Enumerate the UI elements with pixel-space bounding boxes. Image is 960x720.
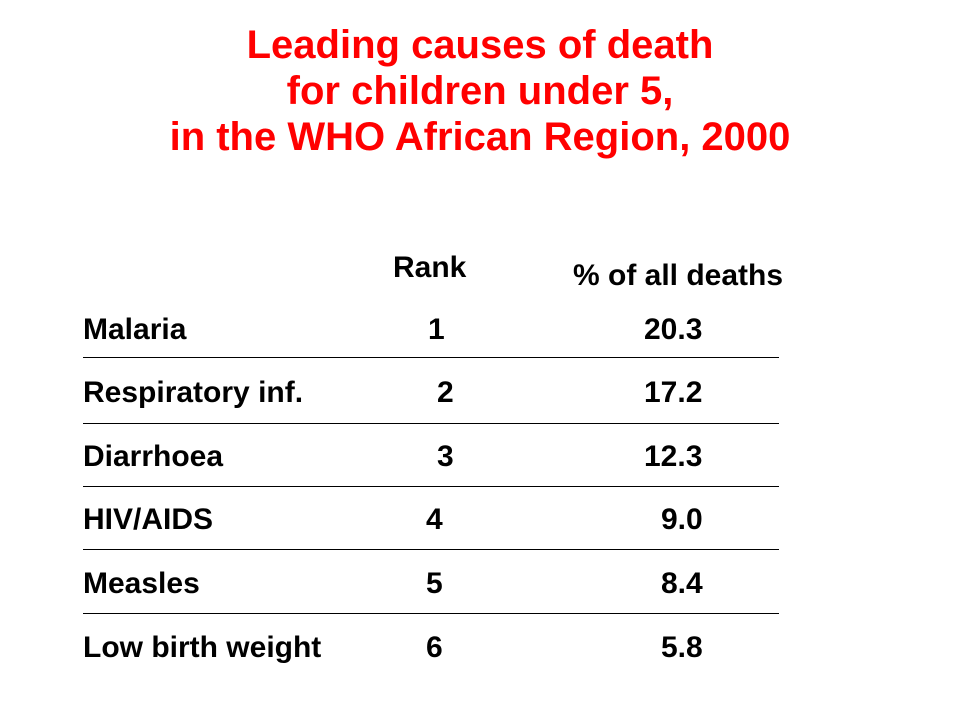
title-line-3: in the WHO African Region, 2000 bbox=[169, 115, 791, 159]
title-line-2: for children under 5, bbox=[286, 69, 674, 113]
cause-label: Diarrhoea bbox=[83, 440, 224, 473]
percent-value: 8.4 bbox=[661, 567, 703, 600]
rank-value: 5 bbox=[426, 567, 443, 600]
rank-value: 2 bbox=[437, 376, 454, 409]
rank-value: 1 bbox=[428, 313, 445, 346]
percent-value: 12.3 bbox=[644, 440, 703, 473]
rank-value: 4 bbox=[426, 503, 443, 536]
row-divider bbox=[83, 486, 779, 487]
rank-value: 3 bbox=[437, 440, 454, 473]
page-title: Leading causes of death for children und… bbox=[0, 22, 960, 160]
percent-value: 17.2 bbox=[644, 376, 703, 409]
row-divider bbox=[83, 613, 779, 614]
cause-label: Malaria bbox=[83, 313, 187, 346]
column-header-rank: Rank bbox=[393, 251, 467, 284]
percent-value: 5.8 bbox=[661, 631, 703, 664]
row-divider bbox=[83, 423, 779, 424]
row-divider bbox=[83, 357, 779, 358]
cause-label: Measles bbox=[83, 567, 200, 600]
rank-value: 6 bbox=[426, 631, 443, 664]
title-line-1: Leading causes of death bbox=[246, 23, 714, 67]
percent-value: 20.3 bbox=[644, 313, 703, 346]
cause-label: Respiratory inf. bbox=[83, 376, 304, 409]
column-header-percent: % of all deaths bbox=[573, 259, 784, 292]
cause-label: HIV/AIDS bbox=[83, 503, 214, 536]
row-divider bbox=[83, 549, 779, 550]
cause-label: Low birth weight bbox=[83, 631, 322, 664]
percent-value: 9.0 bbox=[661, 503, 703, 536]
